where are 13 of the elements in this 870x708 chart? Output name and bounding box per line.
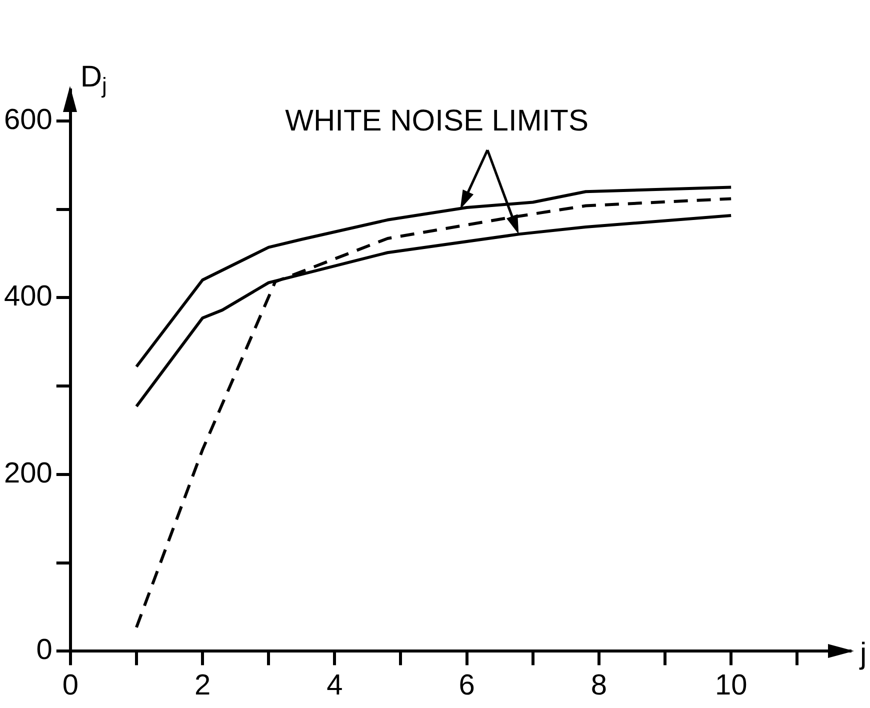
annotation: WHITE NOISE LIMITS: [285, 104, 588, 138]
y-tick-label: 600: [4, 104, 52, 136]
x-tick-label: 4: [326, 670, 343, 702]
x-tick-label: 8: [590, 670, 608, 702]
y-tick-label: 0: [36, 634, 52, 666]
x-tick-label: 10: [714, 670, 748, 702]
x-tick-label: 6: [458, 670, 475, 702]
x-tick-label: 2: [194, 670, 211, 702]
x-axis-title: j: [859, 637, 867, 670]
line-series: [134, 197, 733, 629]
x-tick-label: 0: [62, 670, 78, 702]
y-tick-label: 200: [4, 457, 52, 490]
y-tick-label: 400: [4, 280, 52, 313]
